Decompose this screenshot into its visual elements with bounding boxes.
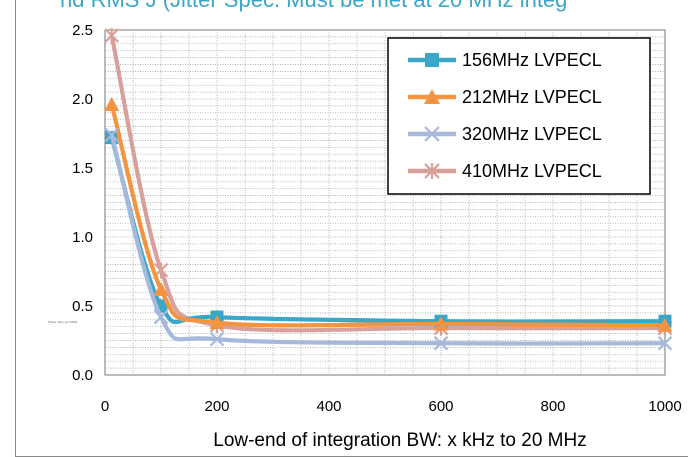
y-tick-label: 0.5 [72,298,93,315]
y-tick-label: 0.0 [72,367,93,384]
legend-swatch-marker [424,126,440,142]
legend-swatch-marker [424,89,440,104]
x-tick-label: 1000 [648,398,681,415]
x-tick-label: 600 [428,398,453,415]
y-tick-label: 2.0 [72,91,93,108]
chart-title-text: nd RMS J (Jitter Spec. Must be met at 20… [60,0,567,13]
annotation-text: Phase Jitter (ps RMS) [48,320,77,324]
y-tick-label: 1.5 [72,160,93,177]
x-axis-label: Low-end of integration BW: x kHz to 20 M… [213,430,586,451]
x-tick-label: 800 [540,398,565,415]
series-line [109,35,666,333]
data-point [209,331,225,347]
data-point [657,317,673,332]
data-point [153,281,169,296]
data-point [104,97,120,112]
series-line [109,103,666,328]
y-tick-label: 1.0 [72,229,93,246]
data-point [433,316,449,331]
x-tick-label: 200 [204,398,229,415]
data-point [104,127,119,143]
legend-swatch-marker [425,53,439,67]
data-point [153,309,169,325]
data-point [657,335,673,351]
data-point [104,28,119,44]
legend-label: 156MHz LVPECL [462,50,602,70]
legend-label: 212MHz LVPECL [462,87,602,107]
y-tick-label: 2.5 [72,22,93,39]
legend-label: 320MHz LVPECL [462,124,602,144]
x-tick-label: 400 [316,398,341,415]
data-point [433,335,449,351]
data-point [209,315,225,330]
series-line [109,134,666,346]
chart-title-partial: nd RMS J (Jitter Spec. Must be met at 20… [0,0,688,13]
legend-swatch-marker [424,163,440,179]
legend-label: 410MHz LVPECL [462,161,602,181]
x-tick-label: 0 [101,398,109,415]
